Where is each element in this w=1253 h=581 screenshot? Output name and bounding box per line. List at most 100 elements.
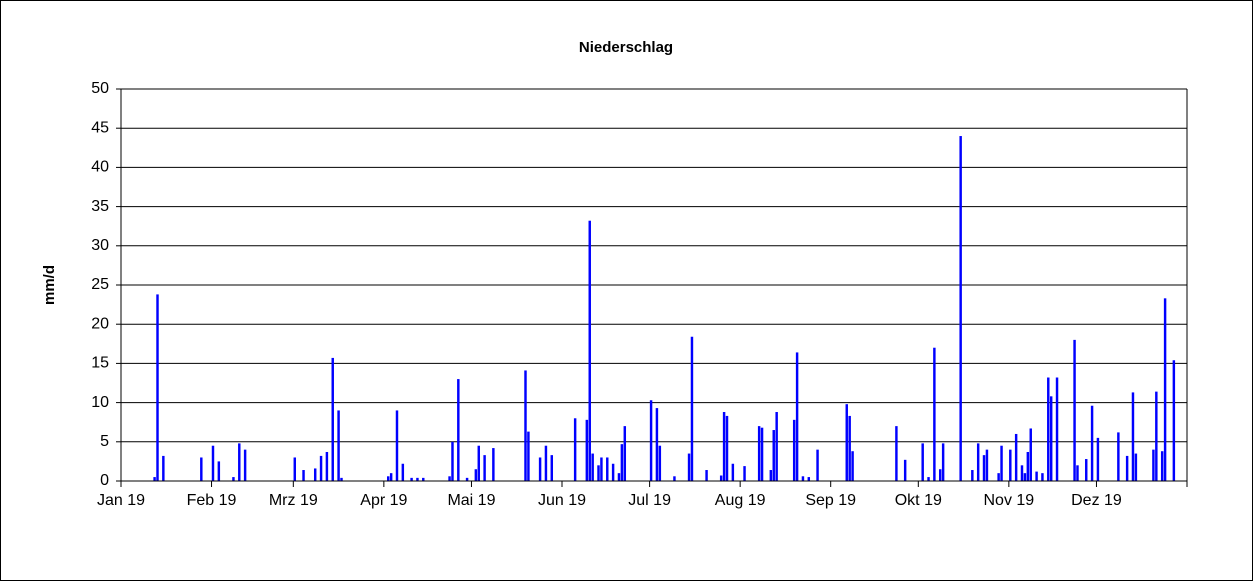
bar [1152, 449, 1155, 481]
bar [801, 476, 805, 481]
bar [658, 445, 662, 481]
x-tick-label: Jul 19 [628, 492, 671, 509]
bar [1026, 451, 1030, 481]
bar [538, 457, 542, 481]
bar [416, 477, 419, 481]
y-axis-label: mm/d [41, 265, 58, 305]
bar [673, 476, 676, 481]
bar [331, 357, 334, 481]
x-tick-label: Okt 19 [895, 492, 942, 509]
bar [1000, 445, 1003, 481]
bar [243, 449, 247, 481]
bar [1117, 432, 1120, 481]
bar [211, 445, 215, 481]
x-tick-label: Jun 19 [538, 492, 586, 509]
bar [921, 443, 924, 481]
bar [1020, 465, 1024, 481]
bar [313, 468, 317, 481]
y-tick-label: 10 [91, 394, 109, 411]
x-tick-label: Jan 19 [97, 492, 145, 509]
bar [851, 451, 854, 481]
y-tick-label: 35 [91, 198, 109, 215]
bar [845, 404, 848, 481]
bar [597, 465, 600, 481]
bar [775, 412, 778, 481]
y-tick-label: 30 [91, 237, 109, 254]
bar [807, 477, 811, 481]
x-tick-label: Nov 19 [983, 492, 1034, 509]
y-tick-label: 15 [91, 355, 109, 372]
y-tick-label: 5 [100, 433, 109, 450]
bar [848, 415, 851, 481]
y-tick-label: 20 [91, 315, 109, 332]
bar [410, 477, 413, 481]
y-tick-label: 40 [91, 159, 109, 176]
bar [319, 455, 323, 481]
bar [401, 463, 405, 481]
bar [769, 470, 773, 481]
bar [1029, 428, 1032, 481]
bar [757, 426, 761, 481]
bar [971, 470, 974, 481]
bar [162, 455, 165, 481]
bar [1155, 391, 1158, 481]
bar [941, 443, 945, 481]
bar [719, 475, 723, 481]
bar [1090, 405, 1094, 481]
bar [1125, 455, 1129, 481]
bar [544, 445, 548, 481]
bar [895, 426, 898, 481]
bar [982, 455, 986, 481]
bar [1172, 360, 1176, 481]
bar [389, 473, 393, 481]
bar [687, 453, 691, 481]
bar [959, 136, 962, 482]
bar [483, 455, 486, 481]
bar [623, 426, 627, 481]
bar [655, 408, 659, 481]
x-tick-label: Feb 19 [187, 492, 237, 509]
bar [760, 427, 764, 481]
bar [340, 477, 343, 481]
bar [457, 379, 460, 481]
bar [1131, 392, 1135, 481]
bar [690, 336, 694, 481]
bar [722, 412, 726, 481]
bar [1085, 459, 1088, 481]
bar [1163, 298, 1167, 481]
bar [451, 441, 454, 481]
bar [725, 415, 729, 481]
x-tick-label: Dez 19 [1071, 492, 1122, 509]
bar [474, 469, 478, 481]
bar [1041, 473, 1044, 481]
bar [1076, 465, 1079, 481]
bar [387, 476, 390, 481]
x-tick-label: Mrz 19 [269, 492, 318, 509]
bar [1160, 451, 1164, 481]
bar [524, 370, 527, 481]
bar [591, 453, 594, 481]
bar [395, 410, 399, 481]
bar [238, 443, 241, 481]
bar [705, 470, 708, 481]
bar [927, 477, 930, 481]
bar [1047, 377, 1050, 481]
bar [1009, 449, 1012, 481]
bar [743, 466, 746, 481]
y-tick-label: 50 [91, 80, 109, 97]
x-tick-label: Apr 19 [360, 492, 407, 509]
bar [527, 431, 530, 481]
bar [606, 457, 609, 481]
y-tick-label: 45 [91, 119, 109, 136]
bar [649, 400, 653, 481]
y-tick-label: 0 [100, 472, 109, 489]
bar [156, 294, 159, 481]
bar [1073, 339, 1076, 481]
bar [933, 347, 936, 481]
bar [1096, 437, 1100, 481]
bar [795, 352, 799, 481]
bar [1023, 473, 1027, 481]
bar [550, 455, 554, 481]
